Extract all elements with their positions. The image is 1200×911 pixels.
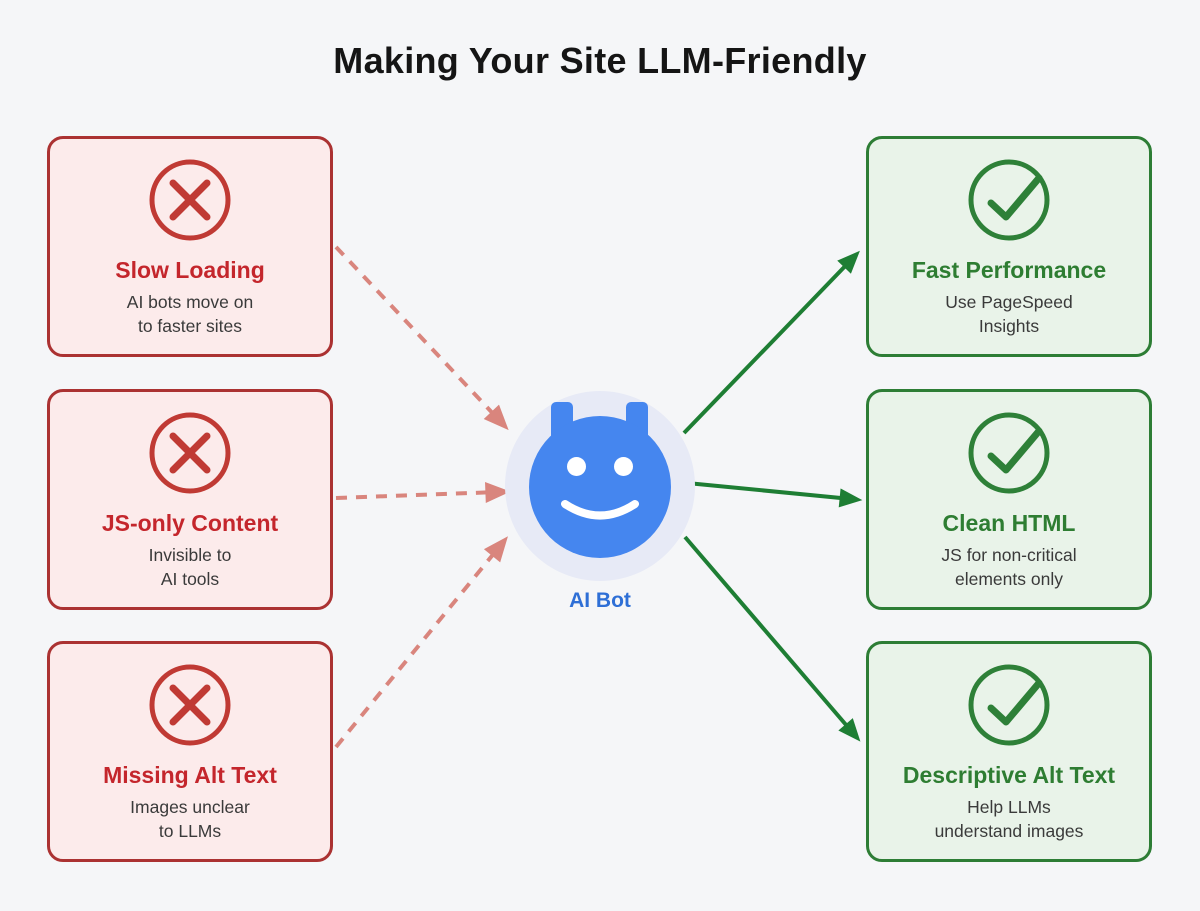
problem-card-missing-alt-text: Missing Alt Text Images unclear to LLMs bbox=[47, 641, 333, 862]
diagram-title: Making Your Site LLM-Friendly bbox=[333, 40, 867, 81]
solution-description: Help LLMs understand images bbox=[934, 797, 1084, 841]
solution-card-fast-performance: Fast Performance Use PageSpeed Insights bbox=[866, 136, 1152, 357]
problem-title: JS-only Content bbox=[101, 510, 279, 536]
solution-description: Use PageSpeed Insights bbox=[945, 292, 1073, 336]
bot-head bbox=[529, 416, 671, 558]
check-circle-icon bbox=[968, 159, 1050, 241]
solution-title: Descriptive Alt Text bbox=[902, 762, 1116, 788]
bot-left-eye bbox=[567, 457, 586, 476]
arrow-js-only-to-bot bbox=[335, 481, 511, 503]
bot-right-eye bbox=[614, 457, 633, 476]
x-circle-icon bbox=[149, 412, 231, 494]
solution-description: JS for non-critical elements only bbox=[941, 545, 1077, 589]
problem-title: Missing Alt Text bbox=[103, 762, 277, 788]
problem-card-slow-loading: Slow Loading AI bots move on to faster s… bbox=[47, 136, 333, 357]
solution-card-clean-html: Clean HTML JS for non-critical elements … bbox=[866, 389, 1152, 610]
bot-smile bbox=[561, 500, 639, 520]
problem-description: Invisible to AI tools bbox=[148, 545, 232, 589]
problem-card-js-only-content: JS-only Content Invisible to AI tools bbox=[47, 389, 333, 610]
check-circle-icon bbox=[968, 664, 1050, 746]
ai-bot-label: AI Bot bbox=[569, 589, 631, 612]
solution-title: Fast Performance bbox=[911, 257, 1107, 283]
solution-title: Clean HTML bbox=[942, 510, 1076, 536]
problem-description: Images unclear to LLMs bbox=[130, 797, 250, 841]
solution-card-descriptive-alt-text: Descriptive Alt Text Help LLMs understan… bbox=[866, 641, 1152, 862]
problem-description: AI bots move on to faster sites bbox=[126, 292, 254, 336]
arrow-slow-loading-to-bot bbox=[334, 245, 509, 431]
x-circle-icon bbox=[149, 159, 231, 241]
ai-bot-icon bbox=[505, 391, 695, 581]
x-circle-icon bbox=[149, 664, 231, 746]
problem-title: Slow Loading bbox=[115, 257, 265, 283]
arrow-bot-to-clean-html bbox=[686, 481, 863, 508]
arrow-bot-to-fast-performance bbox=[682, 250, 860, 435]
arrow-bot-to-descriptive-alt bbox=[683, 535, 861, 742]
arrow-missing-alt-to-bot bbox=[334, 536, 508, 749]
check-circle-icon bbox=[968, 412, 1050, 494]
